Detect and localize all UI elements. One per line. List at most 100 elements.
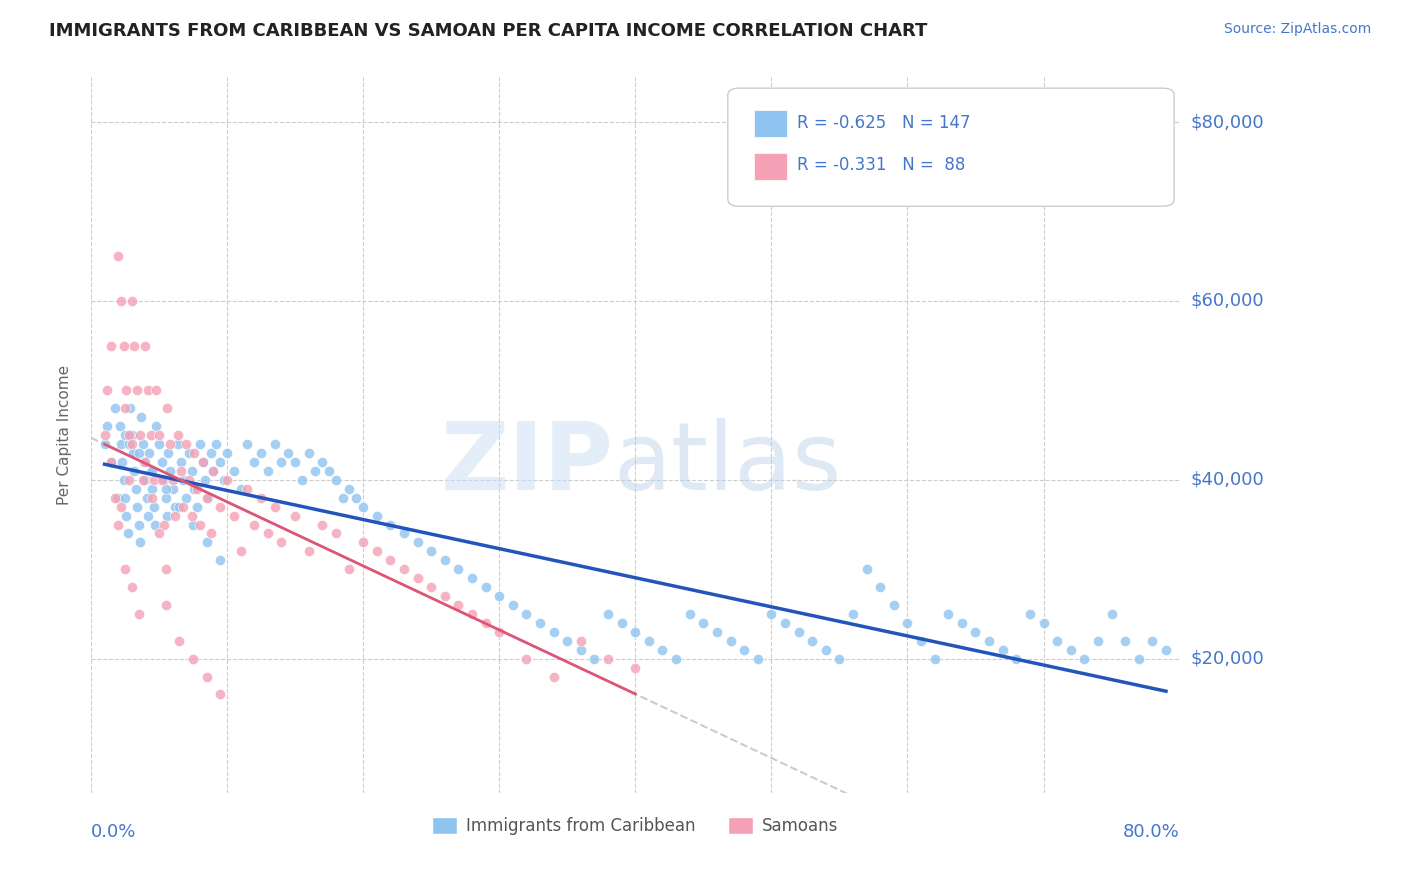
Point	[124, 339, 146, 353]
Point	[139, 464, 162, 478]
Point	[125, 482, 148, 496]
Point	[172, 500, 194, 514]
Point	[896, 615, 918, 630]
Point	[93, 437, 115, 451]
Point	[270, 455, 292, 469]
Point	[352, 535, 374, 549]
Point	[529, 615, 551, 630]
Point	[447, 598, 470, 612]
Point	[277, 446, 299, 460]
Point	[115, 384, 138, 398]
Point	[112, 339, 135, 353]
Point	[150, 473, 173, 487]
Text: IMMIGRANTS FROM CARIBBEAN VS SAMOAN PER CAPITA INCOME CORRELATION CHART: IMMIGRANTS FROM CARIBBEAN VS SAMOAN PER …	[49, 22, 928, 40]
Point	[136, 508, 159, 523]
Point	[118, 428, 141, 442]
Point	[100, 455, 122, 469]
Point	[215, 446, 238, 460]
Point	[284, 455, 307, 469]
Point	[311, 455, 333, 469]
Point	[138, 446, 160, 460]
FancyBboxPatch shape	[728, 88, 1174, 206]
Point	[141, 482, 163, 496]
Point	[169, 633, 191, 648]
Point	[139, 428, 162, 442]
Point	[202, 464, 225, 478]
Point	[114, 491, 136, 505]
Point	[1073, 651, 1095, 665]
Point	[638, 633, 661, 648]
Point	[110, 500, 132, 514]
FancyBboxPatch shape	[754, 153, 786, 179]
Point	[118, 437, 141, 451]
Text: $60,000: $60,000	[1191, 292, 1264, 310]
Point	[170, 455, 193, 469]
Point	[148, 428, 170, 442]
Point	[855, 562, 877, 576]
Text: atlas: atlas	[613, 417, 842, 509]
Point	[610, 615, 633, 630]
Point	[128, 517, 150, 532]
Point	[250, 491, 273, 505]
Point	[150, 455, 173, 469]
Point	[352, 500, 374, 514]
Point	[720, 633, 742, 648]
Point	[183, 482, 205, 496]
Point	[181, 651, 204, 665]
Point	[243, 517, 266, 532]
Point	[205, 437, 228, 451]
Point	[195, 535, 218, 549]
Point	[828, 651, 851, 665]
Point	[773, 615, 796, 630]
Point	[145, 419, 167, 434]
Point	[543, 624, 565, 639]
Point	[145, 384, 167, 398]
Point	[186, 482, 208, 496]
Point	[110, 293, 132, 308]
Point	[142, 473, 165, 487]
Point	[229, 482, 252, 496]
Point	[651, 642, 673, 657]
Point	[191, 455, 214, 469]
Point	[129, 428, 152, 442]
Point	[270, 535, 292, 549]
Point	[110, 437, 132, 451]
Point	[169, 500, 191, 514]
Point	[1154, 642, 1177, 657]
Legend: Immigrants from Caribbean, Samoans: Immigrants from Caribbean, Samoans	[426, 810, 845, 842]
Point	[209, 455, 232, 469]
Point	[177, 473, 200, 487]
Point	[124, 464, 146, 478]
Point	[143, 517, 166, 532]
Point	[114, 562, 136, 576]
Point	[733, 642, 755, 657]
Point	[174, 491, 197, 505]
Text: R = -0.625   N = 147: R = -0.625 N = 147	[797, 113, 972, 131]
Point	[96, 384, 118, 398]
Point	[842, 607, 865, 621]
Point	[121, 293, 143, 308]
Point	[569, 633, 592, 648]
Point	[869, 580, 891, 594]
Point	[1101, 607, 1123, 621]
Point	[339, 562, 361, 576]
Point	[155, 562, 177, 576]
Point	[100, 339, 122, 353]
Point	[174, 437, 197, 451]
Point	[284, 508, 307, 523]
Point	[132, 455, 155, 469]
Point	[910, 633, 932, 648]
Point	[488, 589, 510, 603]
Point	[141, 464, 163, 478]
Point	[298, 544, 321, 558]
Point	[165, 500, 187, 514]
Point	[222, 464, 245, 478]
Point	[256, 526, 278, 541]
Point	[215, 473, 238, 487]
Point	[172, 473, 194, 487]
Text: 80.0%: 80.0%	[1123, 823, 1180, 841]
Point	[128, 607, 150, 621]
Point	[339, 482, 361, 496]
Point	[1087, 633, 1109, 648]
Point	[318, 464, 340, 478]
